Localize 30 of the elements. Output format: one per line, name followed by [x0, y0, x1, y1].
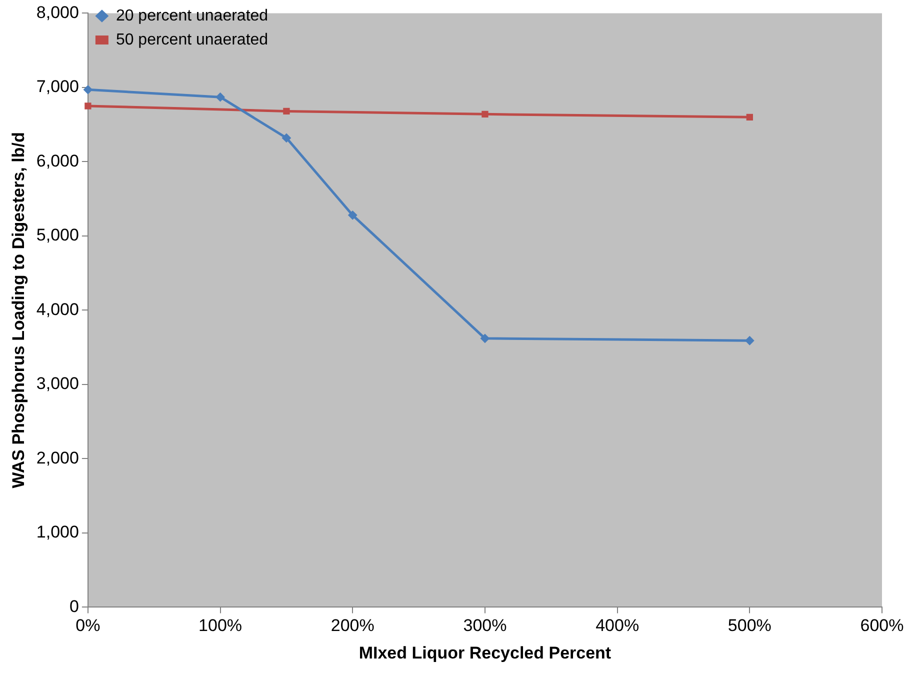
y-tick-label: 7,000 [36, 77, 79, 96]
y-tick-label: 6,000 [36, 151, 79, 170]
point [84, 102, 92, 110]
legend-label: 20 percent unaerated [116, 7, 268, 24]
y-tick-label: 2,000 [36, 448, 79, 468]
x-tick-label: 500% [728, 616, 772, 636]
point [216, 92, 225, 102]
point [283, 108, 290, 115]
x-tick-label: 200% [330, 616, 374, 636]
point [482, 110, 488, 118]
y-axis-title: WAS Phosphorus Loading to Digesters, lb/d [8, 132, 28, 488]
point [282, 133, 291, 142]
x-axis-title: MIxed Liquor Recycled Percent [358, 643, 612, 662]
point [480, 334, 490, 343]
y-tick-label: 5,000 [36, 226, 79, 245]
y-tick-label: 4,000 [36, 300, 79, 319]
y-tick-label: 1,000 [36, 522, 79, 542]
point [745, 336, 754, 346]
y-tick-label: 8,000 [36, 2, 79, 22]
y-tick-label: 0 [69, 596, 79, 616]
x-tick-label: 300% [463, 616, 507, 636]
x-tick-label: 0% [76, 616, 100, 636]
x-tick-label: 100% [198, 616, 242, 636]
point [746, 114, 753, 120]
point [348, 210, 358, 220]
point [83, 85, 92, 94]
x-tick-label: 600% [860, 616, 904, 636]
legend-label: 50 percent unaerated [116, 31, 268, 48]
x-tick-label: 400% [596, 616, 640, 636]
y-tick-label: 3,000 [36, 374, 79, 394]
